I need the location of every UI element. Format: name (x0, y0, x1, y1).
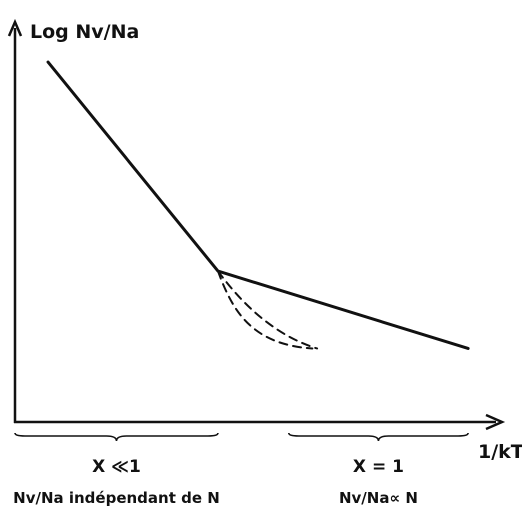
y-axis-arrow (7, 18, 23, 37)
region-brace-0 (14, 432, 219, 442)
x-axis-label: 1/kT (478, 441, 522, 463)
axes (7, 18, 506, 431)
region-label-0: X ≪1 (92, 457, 141, 477)
series-line-1 (216, 270, 319, 350)
series-line-0 (46, 60, 470, 350)
region-description-1: Nv/Na∝ N (339, 489, 418, 507)
x-axis-arrow (485, 413, 506, 431)
region-description-0: Nv/Na indépendant de N (13, 489, 220, 507)
y-axis-label: Log Nv/Na (30, 21, 139, 43)
region-brace-1 (287, 432, 469, 442)
series-line-2 (216, 270, 314, 350)
region-label-1: X = 1 (353, 457, 404, 477)
regions-layer: X ≪1 Nv/Na indépendant de N X = 1 Nv/Na∝ N (13, 432, 469, 507)
series-layer (46, 60, 470, 350)
